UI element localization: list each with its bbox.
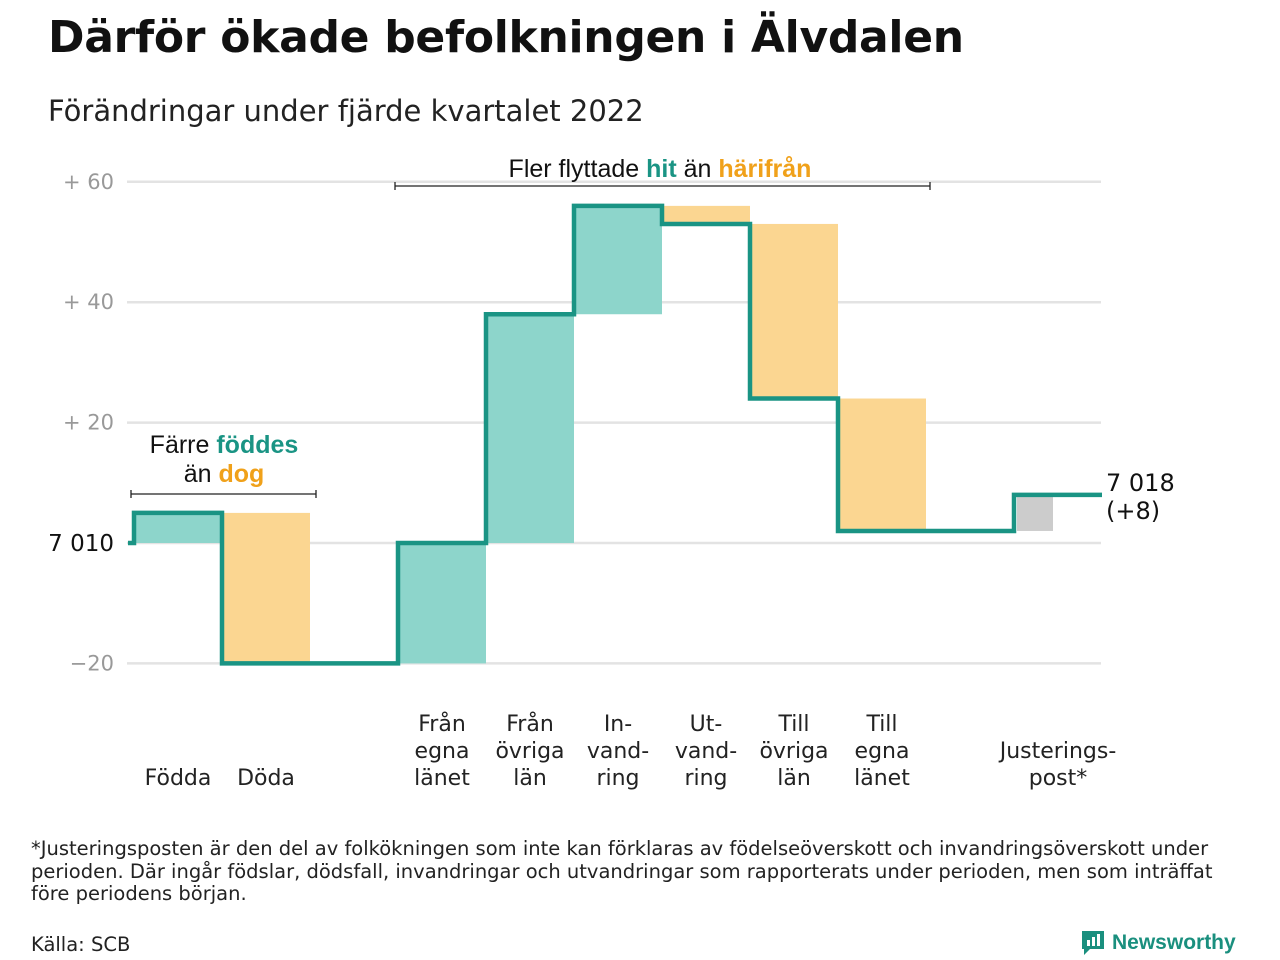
category-label: Till (777, 712, 809, 737)
source-label: Källa: SCB (31, 933, 131, 956)
annotation-moved-hit: hit (646, 155, 677, 183)
waterfall-bar (1017, 494, 1053, 531)
category-label: länet (414, 766, 470, 791)
category-label: Från (418, 711, 466, 737)
category-label: län (513, 766, 547, 791)
category-label: egna (855, 739, 910, 764)
waterfall-bar (574, 205, 662, 315)
annotation-born-accent: föddes (216, 431, 298, 459)
y-tick-label: + 60 (63, 170, 114, 194)
category-label: Döda (237, 766, 295, 791)
waterfall-bar (838, 398, 926, 531)
category-label: vand- (587, 739, 649, 764)
category-label: Från (506, 711, 554, 737)
category-label: Ut- (690, 712, 723, 737)
category-label: ring (596, 766, 639, 791)
category-label: Till (865, 712, 897, 737)
start-value-label: 7 010 (48, 531, 114, 557)
category-label: vand- (675, 739, 737, 764)
chart-subtitle: Förändringar under fjärde kvartalet 2022 (48, 94, 644, 128)
cumulative-step-line (128, 203, 1102, 666)
line-layer (128, 203, 1102, 666)
category-label: egna (415, 739, 470, 764)
category-label-layer: Födda DödaFrånegnalänetFrånövrigalänIn-va… (145, 711, 1117, 791)
waterfall-bar (486, 314, 574, 543)
y-tick-label: + 20 (63, 411, 114, 435)
category-label: Födda (145, 766, 212, 791)
waterfall-bar (134, 512, 222, 543)
category-label: övriga (495, 739, 564, 764)
footnote: *Justeringsposten är den del av folkökni… (31, 837, 1213, 905)
end-value-label: 7 018 (1106, 469, 1175, 497)
y-tick-label: + 40 (63, 290, 114, 314)
bar-layer (134, 205, 1053, 664)
category-label: post* (1029, 766, 1088, 791)
annotation-moved-harifran: härifrån (718, 155, 811, 183)
brand-name: Newsworthy (1112, 931, 1236, 954)
newsworthy-logo: Newsworthy (1080, 929, 1236, 957)
waterfall-chart: + 60+ 40+ 20−20 Födda DödaFrånegnalänetFr… (48, 155, 1175, 791)
y-tick-label: −20 (70, 651, 114, 675)
chart-title: Därför ökade befolkningen i Älvdalen (48, 12, 964, 63)
waterfall-bar (222, 512, 310, 664)
category-label: länet (854, 766, 910, 791)
category-label: övriga (759, 739, 828, 764)
waterfall-bar (398, 543, 486, 664)
newsworthy-logo-icon (1082, 931, 1104, 955)
category-label: län (777, 766, 811, 791)
annotation-moved: Fler flyttade hit än härifrån (509, 155, 812, 183)
annotation-dog-accent: dog (218, 460, 264, 488)
annotation-born-line2: än dog (184, 460, 265, 488)
waterfall-bar (662, 205, 750, 224)
category-label: Justerings- (998, 739, 1117, 764)
category-label: In- (604, 712, 632, 737)
category-label: ring (684, 766, 727, 791)
end-change-label: (+8) (1106, 497, 1160, 525)
annotation-born-line1: Färre föddes (150, 431, 299, 459)
waterfall-bar (750, 223, 838, 399)
